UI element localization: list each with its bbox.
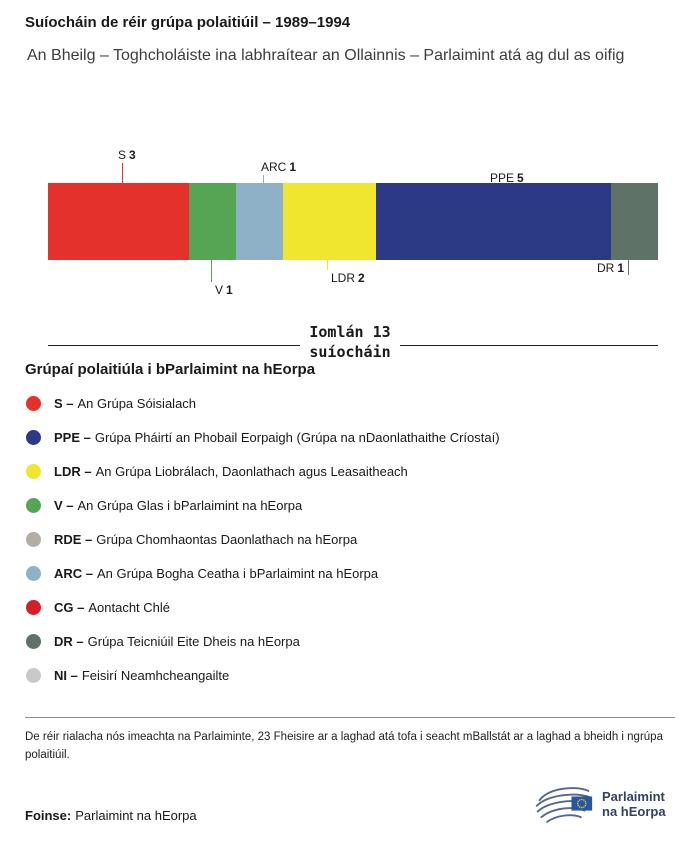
stacked-seat-bar	[48, 183, 658, 260]
legend-item-cg: CG – Aontacht Chlé	[26, 590, 500, 624]
legend-item-ldr: LDR – An Grúpa Liobrálach, Daonlathach ag…	[26, 454, 500, 488]
callout-label-dr: DR 1	[596, 261, 624, 275]
legend-dot-arc	[26, 565, 41, 581]
legend-item-rde: RDE – Grúpa Chomhaontas Daonlathach na hE…	[26, 522, 500, 556]
callout-line-dr	[628, 260, 629, 275]
footnote: De réir rialacha nós imeachta na Parlaim…	[25, 731, 663, 761]
legend-heading: Grúpaí polaitiúla i bParlaimint na hEorp…	[25, 361, 316, 378]
legend-dot-ppe	[26, 429, 41, 445]
legend-item-arc: ARC – An Grúpa Bogha Ceatha i bParlaimint…	[26, 556, 500, 590]
legend-item-ppe: PPE – Grúpa Pháirtí an Phobail Eorpaigh (…	[26, 420, 500, 454]
ep-logo: Parlaimint na hEorpa	[532, 782, 666, 826]
source-line: Foinse: Parlaimint na hEorpa	[25, 808, 197, 823]
total-rule-right	[400, 345, 658, 346]
bar-segment-arc	[235, 183, 283, 260]
source-label: Foinse:	[25, 808, 72, 823]
legend-dot-ldr	[26, 463, 41, 479]
legend-dot-dr	[26, 633, 41, 649]
legend-item-ni: NI – Feisirí Neamhcheangailte	[26, 658, 500, 692]
legend-dot-rde	[26, 531, 41, 547]
bar-segment-ppe	[376, 183, 612, 260]
callout-line-v	[211, 260, 212, 282]
ep-hemicycle-logo-icon	[535, 787, 593, 823]
legend-dot-ni	[26, 667, 41, 683]
ep-logo-wordmark: Parlaimint na hEorpa	[602, 789, 666, 819]
footer-divider	[25, 717, 675, 718]
callout-line-ldr	[327, 260, 328, 270]
bar-segment-dr	[611, 183, 658, 260]
legend-list: S – An Grúpa Sóisialach PPE – Grúpa Pháirt…	[26, 386, 500, 692]
total-rule-left	[48, 345, 300, 346]
legend-dot-s	[26, 395, 41, 411]
bar-segment-ldr	[282, 183, 377, 260]
legend-dot-cg	[26, 599, 41, 615]
legend-item-s: S – An Grúpa Sóisialach	[26, 386, 500, 420]
bar-segment-v	[188, 183, 236, 260]
legend-item-v: V – An Grúpa Glas i bParlaimint na hEorpa	[26, 488, 500, 522]
callout-line-arc	[263, 175, 264, 183]
callout-label-arc: ARC 1	[261, 160, 297, 174]
total-seats-label: Iomlán 13 suíocháin	[309, 323, 391, 361]
source-text: Parlaimint na hEorpa	[75, 808, 197, 823]
page-subtitle: An Bheilg – Toghcholáiste ina labhraítea…	[27, 47, 625, 64]
bar-segment-s	[48, 183, 189, 260]
callout-label-ldr: LDR 2	[331, 271, 365, 285]
callout-line-s	[122, 163, 123, 183]
page-title: Suíocháin de réir grúpa polaitiúil – 198…	[25, 14, 351, 31]
legend-item-dr: DR – Grúpa Teicniúil Eite Dheis na hEorpa	[26, 624, 500, 658]
callout-label-ppe: PPE 5	[490, 171, 524, 185]
legend-dot-v	[26, 497, 41, 513]
